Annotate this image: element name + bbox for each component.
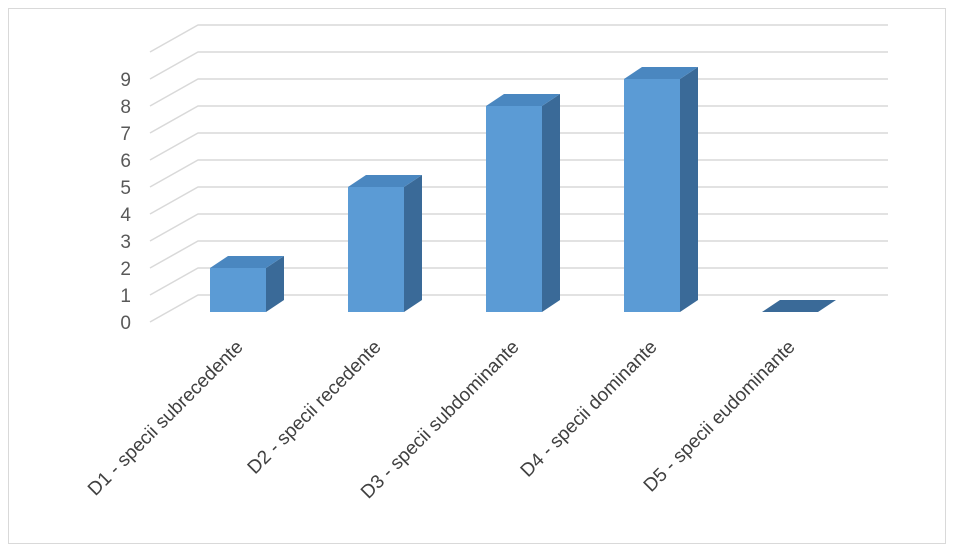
gridline (149, 51, 888, 80)
bar-top (624, 67, 698, 79)
bar-side (266, 256, 284, 312)
bar-top (210, 256, 284, 268)
y-tick-label: 6 (120, 151, 131, 172)
bar-side (404, 175, 422, 312)
bar (348, 175, 422, 312)
bar-side (680, 67, 698, 312)
y-tick-label: 4 (120, 205, 131, 226)
bar-side (542, 94, 560, 312)
bars (210, 67, 836, 312)
bar (210, 256, 284, 312)
x-category-label: D3 - specii subdominante (357, 337, 523, 503)
y-tick-label: 0 (120, 313, 131, 334)
bar-top (486, 94, 560, 106)
y-tick-label: 9 (120, 70, 131, 91)
x-category-label: D1 - specii subrecedente (84, 337, 247, 500)
bar-front (624, 79, 680, 312)
y-axis-ticks: 0 1 2 3 4 5 6 7 8 9 (120, 70, 131, 334)
bar (624, 67, 698, 312)
y-tick-label: 5 (120, 178, 131, 199)
x-category-label: D2 - specii recedente (244, 337, 386, 479)
y-tick-label: 2 (120, 259, 131, 280)
bar-front (486, 106, 542, 312)
y-tick-label: 3 (120, 232, 131, 253)
bar-front (210, 268, 266, 312)
y-tick-label: 7 (120, 124, 131, 145)
x-category-label: D5 - specii eudominante (640, 337, 800, 497)
bar-top (348, 175, 422, 187)
y-tick-label: 1 (120, 286, 131, 307)
bar (762, 300, 836, 312)
bar-front (348, 187, 404, 312)
bar (486, 94, 560, 312)
y-tick-label: 8 (120, 97, 131, 118)
bar-top (762, 300, 836, 312)
gridline (149, 24, 888, 53)
x-category-label: D4 - specii dominante (517, 337, 662, 482)
